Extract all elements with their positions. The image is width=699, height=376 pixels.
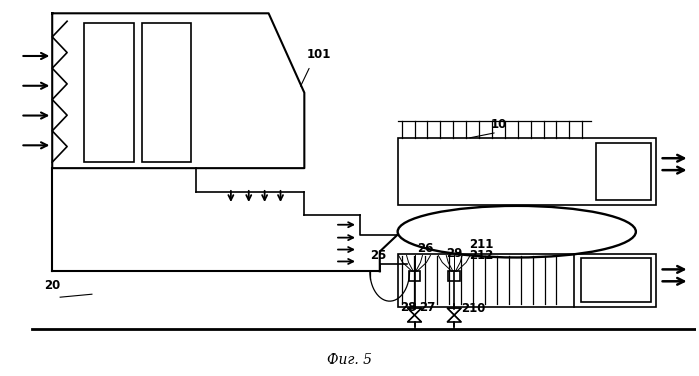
Text: 20: 20 bbox=[44, 279, 61, 292]
Bar bbox=[448, 271, 460, 281]
Text: 29: 29 bbox=[446, 247, 463, 261]
Text: Фиг. 5: Фиг. 5 bbox=[326, 353, 371, 367]
Bar bbox=[398, 138, 656, 205]
Bar bbox=[84, 23, 134, 162]
Bar bbox=[142, 23, 192, 162]
Text: 210: 210 bbox=[461, 302, 486, 315]
Text: 26: 26 bbox=[417, 241, 434, 255]
Text: 28: 28 bbox=[400, 301, 416, 314]
Text: 25: 25 bbox=[370, 249, 387, 262]
Text: 211: 211 bbox=[469, 238, 493, 250]
Bar bbox=[398, 253, 656, 307]
Text: 212: 212 bbox=[469, 249, 493, 262]
Bar bbox=[596, 143, 651, 200]
Text: 10: 10 bbox=[491, 118, 507, 132]
Text: 27: 27 bbox=[419, 301, 435, 314]
Bar bbox=[582, 258, 651, 302]
Text: 101: 101 bbox=[306, 48, 331, 61]
Bar bbox=[408, 271, 421, 281]
